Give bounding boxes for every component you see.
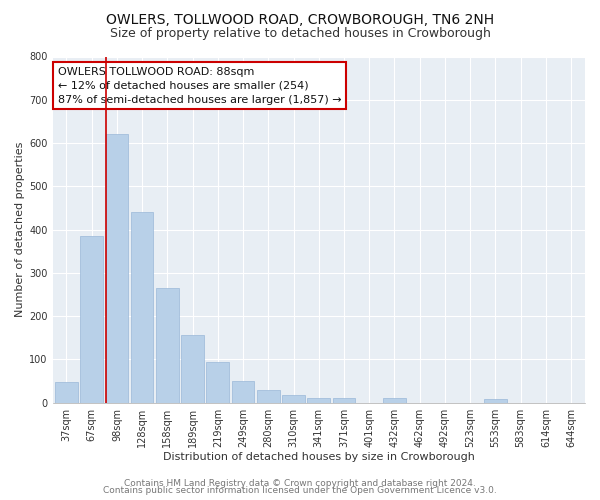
Text: Contains public sector information licensed under the Open Government Licence v3: Contains public sector information licen… [103,486,497,495]
Bar [232,381,254,402]
Text: OWLERS, TOLLWOOD ROAD, CROWBOROUGH, TN6 2NH: OWLERS, TOLLWOOD ROAD, CROWBOROUGH, TN6 … [106,12,494,26]
Bar [282,396,305,402]
Text: Size of property relative to detached houses in Crowborough: Size of property relative to detached ho… [110,28,490,40]
Bar [181,335,204,402]
Bar [156,288,179,403]
Bar [206,362,229,403]
Bar [257,390,280,402]
Bar [131,212,154,402]
Y-axis label: Number of detached properties: Number of detached properties [15,142,25,318]
Bar [332,398,355,402]
Text: OWLERS TOLLWOOD ROAD: 88sqm
← 12% of detached houses are smaller (254)
87% of se: OWLERS TOLLWOOD ROAD: 88sqm ← 12% of det… [58,67,341,105]
Bar [383,398,406,402]
Bar [307,398,330,402]
X-axis label: Distribution of detached houses by size in Crowborough: Distribution of detached houses by size … [163,452,475,462]
Text: Contains HM Land Registry data © Crown copyright and database right 2024.: Contains HM Land Registry data © Crown c… [124,478,476,488]
Bar [106,134,128,402]
Bar [55,382,78,402]
Bar [80,236,103,402]
Bar [484,399,507,402]
